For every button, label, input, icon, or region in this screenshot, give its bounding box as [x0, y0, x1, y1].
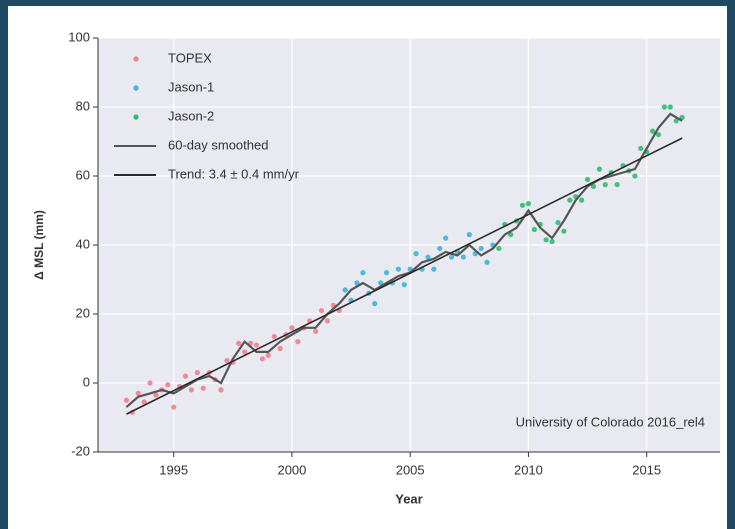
- y-tick-label: 40: [76, 236, 90, 251]
- point: [265, 352, 271, 358]
- point: [673, 118, 679, 124]
- x-tick-label: 2015: [632, 462, 661, 477]
- legend-marker: [133, 114, 139, 120]
- point: [378, 280, 384, 286]
- x-tick-label: 2000: [277, 462, 306, 477]
- point: [519, 202, 526, 208]
- point: [147, 380, 153, 386]
- point: [123, 397, 129, 403]
- point: [236, 340, 242, 346]
- point: [171, 404, 177, 410]
- legend-label: Trend: 3.4 ± 0.4 mm/yr: [168, 166, 300, 181]
- point: [531, 226, 537, 233]
- point: [242, 349, 248, 355]
- point: [218, 387, 224, 393]
- point: [224, 357, 230, 364]
- legend-label: Jason-1: [168, 79, 214, 94]
- point: [649, 128, 656, 134]
- point: [271, 333, 277, 340]
- point: [318, 307, 325, 314]
- legend-label: TOPEX: [168, 50, 212, 65]
- point: [679, 114, 685, 120]
- point: [153, 392, 159, 398]
- point: [543, 237, 549, 243]
- point: [324, 318, 331, 324]
- point: [289, 325, 295, 331]
- point: [194, 370, 200, 376]
- y-axis-label: Δ MSL (mm): [32, 210, 46, 280]
- point: [277, 345, 283, 352]
- point: [395, 266, 401, 272]
- point: [496, 245, 502, 252]
- point: [661, 104, 668, 110]
- point: [188, 387, 195, 393]
- point: [632, 173, 638, 179]
- line: [126, 137, 683, 415]
- point: [141, 399, 147, 405]
- legend-label: Jason-2: [168, 108, 214, 123]
- point: [372, 301, 378, 307]
- point: [590, 183, 597, 189]
- y-tick-label: 60: [76, 167, 90, 182]
- point: [596, 166, 602, 172]
- legend-label: 60-day smoothed: [168, 137, 268, 152]
- point: [431, 266, 437, 272]
- point: [466, 232, 472, 238]
- point: [460, 254, 466, 260]
- point: [549, 238, 555, 245]
- point: [579, 197, 585, 203]
- point: [295, 339, 301, 345]
- x-tick-label: 2005: [396, 462, 425, 477]
- point: [561, 228, 567, 234]
- point: [448, 254, 455, 260]
- x-tick-label: 2010: [514, 462, 543, 477]
- annotation: University of Colorado 2016_rel4: [516, 414, 705, 429]
- point: [508, 232, 514, 238]
- point: [525, 201, 532, 207]
- point: [259, 356, 265, 362]
- point: [484, 259, 490, 265]
- point: [253, 342, 260, 348]
- y-tick-label: -20: [71, 443, 90, 458]
- point: [135, 390, 141, 396]
- point: [638, 145, 644, 151]
- y-tick-label: 80: [76, 98, 90, 113]
- legend-marker: [133, 85, 139, 91]
- point: [383, 270, 390, 276]
- point: [312, 328, 319, 334]
- point: [655, 132, 662, 138]
- legend-marker: [133, 56, 139, 62]
- point: [182, 373, 189, 379]
- point: [478, 245, 484, 252]
- point: [437, 245, 443, 252]
- point: [567, 197, 573, 203]
- point: [354, 280, 360, 286]
- x-tick-label: 1995: [159, 462, 188, 477]
- point: [443, 235, 449, 241]
- y-tick-label: 20: [76, 305, 90, 320]
- point: [401, 282, 407, 288]
- point: [614, 182, 620, 188]
- line: [125, 112, 683, 408]
- point: [360, 270, 366, 276]
- point: [602, 182, 608, 188]
- point: [425, 254, 431, 260]
- point: [555, 219, 561, 226]
- point: [342, 287, 348, 293]
- y-tick-label: 0: [83, 374, 90, 389]
- x-axis-label: Year: [395, 491, 422, 506]
- point: [165, 382, 171, 388]
- point: [667, 104, 673, 110]
- point: [413, 251, 419, 257]
- y-tick-label: 100: [68, 29, 90, 44]
- point: [200, 385, 206, 391]
- point: [584, 176, 591, 183]
